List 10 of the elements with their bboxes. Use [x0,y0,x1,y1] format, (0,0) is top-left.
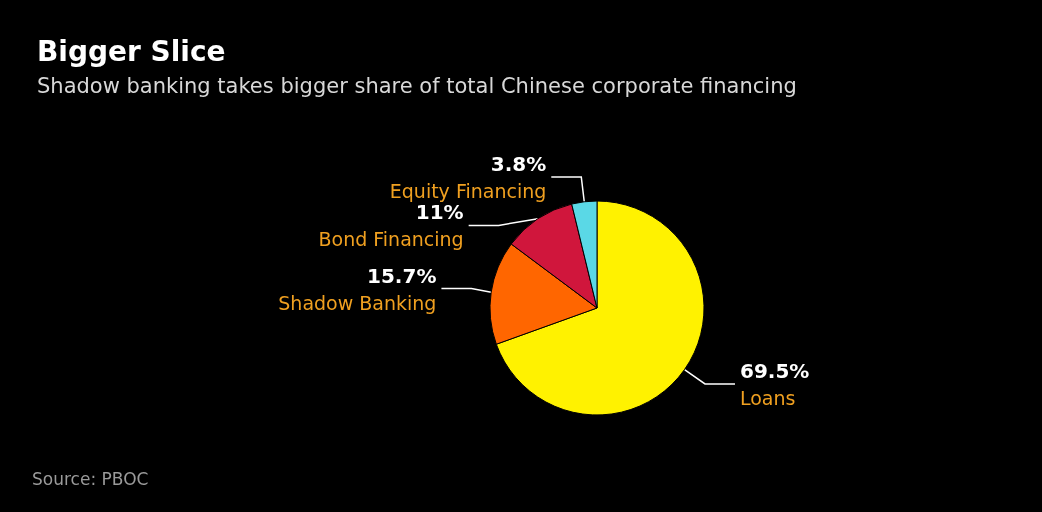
data-label: 15.7% [367,263,437,288]
slice-label: Shadow Banking [278,291,437,314]
chart-title: Bigger Slice [37,34,226,68]
slice-label: Equity Financing [389,179,547,202]
data-label: 69.5% [740,358,810,383]
chart-subtitle: Shadow banking takes bigger share of total Chinese corporate financing [37,73,797,98]
slice-label: Loans [740,386,796,409]
data-label: 3.8% [490,151,547,176]
slice-label: Bond Financing [318,228,464,251]
source-note: Source: PBOC [32,468,149,489]
